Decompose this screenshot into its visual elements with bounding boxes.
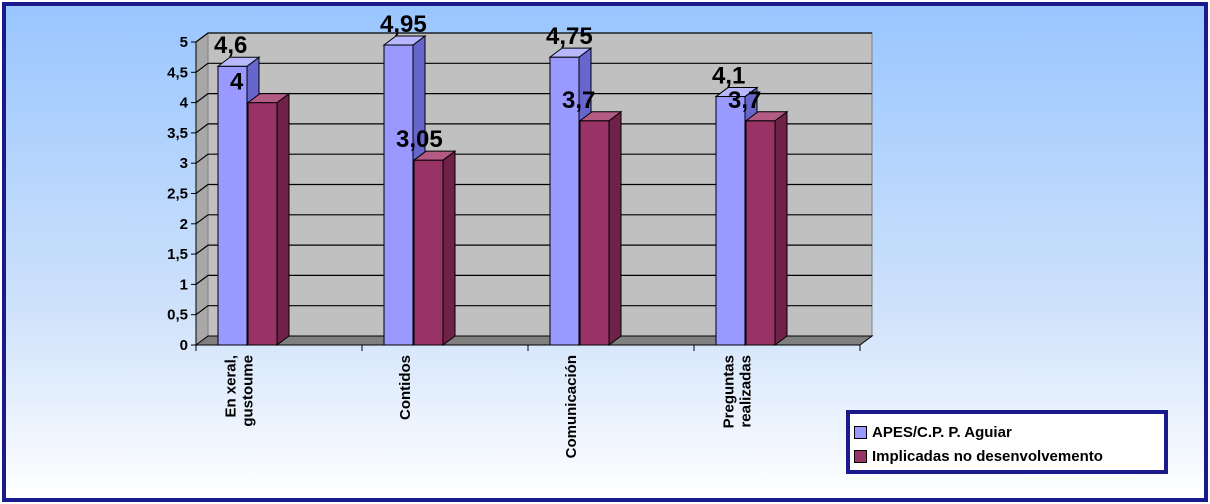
gridline — [195, 62, 872, 73]
bar-face — [715, 96, 746, 346]
data-label: 3,05 — [396, 126, 443, 153]
legend-item-series-1: APES/C.P. P. Aguiar — [854, 420, 1164, 444]
legend-label-series-2: Implicadas no desenvolvemento — [872, 447, 1103, 465]
bar-top — [548, 47, 593, 58]
gridline — [195, 92, 872, 104]
gridline — [195, 214, 872, 225]
bar-face — [383, 44, 414, 346]
y-tick-label: 5 — [180, 34, 188, 51]
bar-top — [714, 87, 759, 98]
data-label: 3,7 — [562, 87, 595, 114]
bar-face — [579, 120, 610, 346]
bar-face — [247, 102, 278, 346]
y-tick-label: 2 — [180, 216, 188, 233]
bar-side — [442, 150, 456, 346]
y-tick-label: 0 — [180, 337, 188, 354]
bar-top — [412, 150, 457, 161]
axes: 0 0,5 1 1,5 2 2,5 3 3,5 4 4,5 5 En xeral, gustoume Co… — [167, 34, 861, 458]
bar — [578, 110, 623, 346]
bar — [246, 92, 291, 346]
y-tick-label: 4,5 — [167, 64, 188, 81]
y-tick-label: 3,5 — [167, 125, 188, 142]
bars — [216, 35, 789, 346]
gridline — [195, 274, 872, 285]
bar-face — [217, 65, 248, 346]
data-label: 4,1 — [712, 63, 745, 90]
bar-side — [608, 110, 622, 346]
x-tick-label: gustoume — [240, 355, 257, 427]
legend-label-series-1: APES/C.P. P. Aguiar — [872, 423, 1012, 441]
gridline — [195, 153, 872, 164]
legend-swatch-series-2 — [854, 449, 867, 463]
bar — [412, 150, 457, 346]
data-label: 3,7 — [728, 87, 761, 114]
legend: APES/C.P. P. Aguiar Implicadas no desenv… — [846, 410, 1168, 474]
bar-top — [246, 93, 291, 104]
bar — [744, 110, 789, 346]
bar-side — [774, 110, 788, 346]
bar-top — [382, 35, 427, 46]
bar-top — [578, 111, 623, 122]
x-tick-label: En xeral, — [223, 355, 240, 418]
bar-face — [549, 56, 580, 346]
y-tick-label: 1 — [180, 276, 188, 293]
gridline — [195, 183, 872, 194]
x-tick-label: realizadas — [738, 355, 755, 428]
bar-top — [744, 111, 789, 122]
y-tick-label: 2,5 — [167, 186, 188, 203]
bar-face — [413, 159, 444, 346]
y-tick-label: 0,5 — [167, 307, 188, 324]
x-tick-label: Comunicación — [563, 355, 580, 458]
y-tick-label: 1,5 — [167, 246, 188, 263]
data-label: 4 — [230, 69, 244, 96]
data-label: 4,75 — [546, 23, 593, 50]
y-tick-label: 3 — [180, 155, 188, 172]
data-label: 4,6 — [214, 32, 247, 59]
gridline — [195, 244, 872, 255]
legend-swatch-series-1 — [854, 425, 867, 439]
data-label: 4,95 — [380, 11, 427, 38]
legend-item-series-2: Implicadas no desenvolvemento — [854, 444, 1164, 468]
bar-top — [216, 56, 261, 67]
y-tick-label: 4 — [180, 95, 189, 112]
gridline — [195, 305, 872, 316]
bar-side — [276, 92, 290, 346]
data-labels: 4,644,953,054,753,74,13,7 — [214, 11, 761, 153]
gridlines — [195, 32, 872, 316]
bar-face — [745, 120, 776, 346]
x-tick-label: Contidos — [397, 355, 414, 420]
gridline — [195, 32, 872, 43]
gridline — [195, 123, 872, 134]
x-tick-label: Preguntas — [721, 355, 738, 428]
